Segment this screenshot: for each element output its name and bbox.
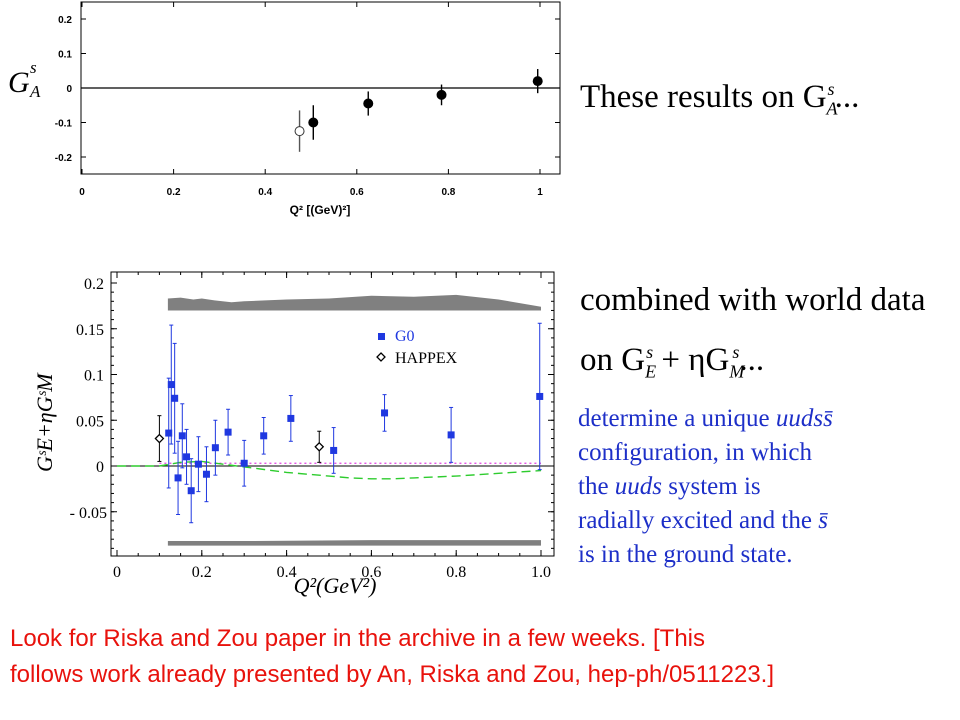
on-ge-prefix: on G: [580, 342, 646, 378]
g0-point: [224, 428, 232, 436]
results-on-ga-sup: s: [827, 79, 835, 99]
happex-point: [154, 433, 165, 444]
chart1-frame: [80, 1, 561, 175]
chart2-ytick-label: 0.2: [84, 276, 104, 293]
results-on-ga-text: These results on GAs...: [580, 66, 859, 132]
g0-point: [260, 432, 268, 440]
g0-point: [178, 432, 186, 440]
chart1-ylabel-sup: s: [30, 58, 37, 77]
blue-line-3-b: system is: [662, 473, 761, 500]
blue-line-2-text: configuration, in which: [578, 439, 812, 466]
chart1-xtick-label: 0.8: [441, 187, 455, 198]
chart1-ytick-label: 0.1: [58, 50, 72, 61]
chart1-point-open: [294, 126, 305, 137]
blue-line-3-italic: uuds: [614, 473, 663, 500]
blue-line-2: configuration, in which: [578, 436, 833, 470]
chart2-xtick-label: 0.8: [446, 564, 466, 581]
red-note-line-2: follows work already presented by An, Ri…: [10, 661, 775, 688]
chart2-ytick-label: 0.15: [76, 322, 104, 339]
on-gm-sub: M: [729, 361, 745, 382]
g0-point: [165, 429, 173, 437]
on-gm-sup: s: [732, 342, 740, 362]
blue-line-4-text: radially excited and the: [578, 507, 819, 534]
chart1-point: [363, 98, 374, 109]
chart1-xtick-label: 0.2: [167, 187, 181, 198]
legend-happex-label: HAPPEX: [395, 350, 458, 367]
chart2-frame: [110, 271, 555, 557]
combined-world-data-text: combined with world data: [580, 282, 926, 318]
chart1-xtick-label: 0: [79, 187, 85, 198]
blue-line-1: determine a unique uudss̄: [578, 402, 833, 436]
chart1-xlabel: Q² [(GeV)²]: [290, 203, 351, 217]
blue-line-4-italic: s̄: [818, 507, 828, 534]
g0-point: [194, 460, 202, 468]
legend-g0-label: G0: [395, 328, 415, 345]
chart1-ylabel: G: [8, 66, 30, 99]
blue-line-4: radially excited and the s̄: [578, 504, 833, 538]
chart1-xtick-label: 0.4: [258, 187, 272, 198]
g0-point: [187, 487, 195, 495]
on-ge-sub: E: [645, 361, 657, 382]
chart2-xtick-label: 1.0: [531, 564, 551, 581]
chart2-ylabel: GˢE+ηGˢM: [32, 372, 57, 472]
systematic-band-bottom: [167, 540, 541, 546]
chart1-point: [308, 117, 319, 128]
chart1-point: [532, 76, 543, 87]
results-on-ga-tail: ...: [834, 79, 860, 115]
g0-point: [167, 381, 175, 389]
blue-line-1-text: determine a unique: [578, 405, 776, 432]
legend-happex-marker: [376, 352, 386, 362]
g0-point: [174, 474, 182, 482]
chart2-xtick-label: 0.4: [277, 564, 297, 581]
chart1-point: [436, 89, 447, 100]
chart1-ytick-label: 0: [66, 84, 72, 95]
g0-point: [330, 446, 338, 454]
blue-line-3-a: the: [578, 473, 615, 500]
blue-line-5: is in the ground state.: [578, 538, 833, 572]
chart2-ytick-label: - 0.05: [70, 505, 107, 522]
systematic-band-top: [167, 294, 541, 311]
chart2-xtick-label: 0.6: [361, 564, 381, 581]
results-on-ga-prefix: These results on G: [580, 79, 827, 115]
happex-point: [314, 441, 325, 452]
chart2-ytick-label: 0: [96, 459, 104, 476]
g0-point: [171, 394, 179, 402]
chart1-xtick-label: 0.6: [350, 187, 364, 198]
on-ge-eta-gm-text: on GEs + ηGMs...: [580, 330, 764, 394]
chart2-legend: G0 HAPPEX: [376, 328, 458, 367]
chart2-ytick-label: 0.1: [84, 368, 104, 385]
g0-point: [202, 470, 210, 478]
g0-point: [183, 453, 191, 461]
red-note-line-1: Look for Riska and Zou paper in the arch…: [10, 625, 706, 652]
chart1-xtick-label: 1: [537, 187, 543, 198]
g0-point: [536, 392, 544, 400]
blue-line-1-italic: uudss̄: [775, 405, 833, 432]
on-ge-tail: ...: [739, 342, 765, 378]
g0-point: [381, 409, 389, 417]
blue-line-3: the uuds system is: [578, 470, 833, 504]
chart2-xtick-label: 0.2: [192, 564, 212, 581]
on-ge-plus-eta: + ηG: [653, 342, 730, 378]
g0-point: [287, 414, 295, 422]
results-on-ga-sub: A: [826, 98, 838, 119]
on-ge-sup: s: [646, 342, 654, 362]
legend-g0-marker: [378, 333, 385, 340]
chart2-ytick-label: 0.05: [76, 413, 104, 430]
chart2-xlabel: Q²(GeV²): [294, 573, 377, 598]
theory-curve-dashed: [117, 460, 542, 480]
chart1-ytick-label: -0.2: [55, 153, 73, 164]
g0-point: [240, 459, 248, 467]
g0-point: [447, 431, 455, 439]
chart2-xtick-label: 0: [113, 564, 121, 581]
chart1-ytick-label: -0.1: [55, 119, 73, 130]
blue-paragraph: determine a unique uudss̄ configuration,…: [578, 402, 833, 572]
blue-line-5-text: is in the ground state.: [578, 541, 793, 568]
chart1-ylabel-sub: A: [29, 82, 41, 101]
g0-point: [211, 444, 219, 452]
chart1-ytick-label: 0.2: [58, 15, 72, 26]
